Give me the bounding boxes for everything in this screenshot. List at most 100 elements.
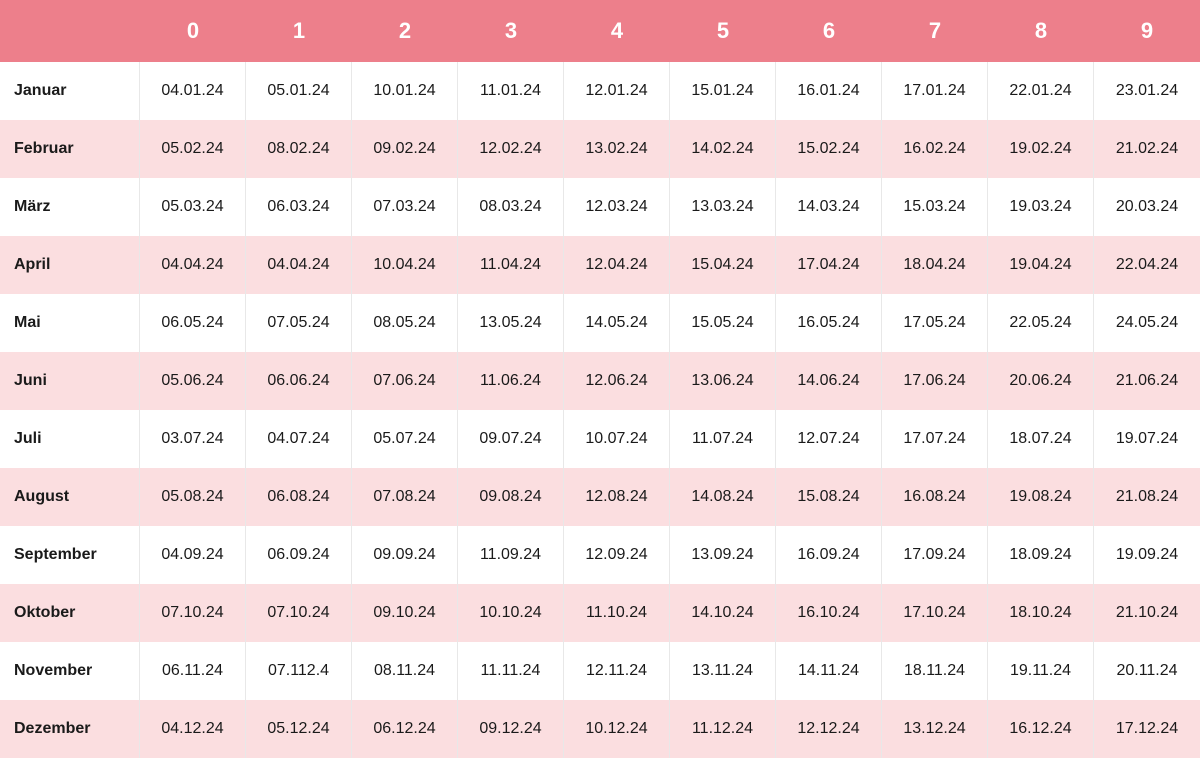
date-cell: 12.02.24	[458, 120, 564, 178]
month-cell: Mai	[0, 294, 140, 352]
date-cell: 09.08.24	[458, 468, 564, 526]
date-cell: 05.02.24	[140, 120, 246, 178]
month-cell: Juli	[0, 410, 140, 468]
date-cell: 17.05.24	[882, 294, 988, 352]
date-cell: 05.08.24	[140, 468, 246, 526]
date-cell: 17.07.24	[882, 410, 988, 468]
date-cell: 18.10.24	[988, 584, 1094, 642]
date-cell: 05.03.24	[140, 178, 246, 236]
date-cell: 06.11.24	[140, 642, 246, 700]
header-col-4: 4	[564, 0, 670, 62]
date-cell: 12.12.24	[776, 700, 882, 758]
date-cell: 07.10.24	[140, 584, 246, 642]
date-cell: 08.03.24	[458, 178, 564, 236]
header-col-6: 6	[776, 0, 882, 62]
date-cell: 12.09.24	[564, 526, 670, 584]
table-row: Januar04.01.2405.01.2410.01.2411.01.2412…	[0, 62, 1200, 120]
date-cell: 10.10.24	[458, 584, 564, 642]
date-cell: 13.12.24	[882, 700, 988, 758]
date-cell: 08.11.24	[352, 642, 458, 700]
month-cell: Oktober	[0, 584, 140, 642]
month-cell: November	[0, 642, 140, 700]
date-cell: 14.06.24	[776, 352, 882, 410]
date-cell: 12.03.24	[564, 178, 670, 236]
month-cell: Januar	[0, 62, 140, 120]
date-cell: 07.10.24	[246, 584, 352, 642]
date-cell: 15.08.24	[776, 468, 882, 526]
date-cell: 19.04.24	[988, 236, 1094, 294]
date-cell: 17.06.24	[882, 352, 988, 410]
table-row: Juli03.07.2404.07.2405.07.2409.07.2410.0…	[0, 410, 1200, 468]
table-row: September04.09.2406.09.2409.09.2411.09.2…	[0, 526, 1200, 584]
date-cell: 16.12.24	[988, 700, 1094, 758]
date-cell: 20.06.24	[988, 352, 1094, 410]
table-header: 0 1 2 3 4 5 6 7 8 9	[0, 0, 1200, 62]
date-cell: 05.06.24	[140, 352, 246, 410]
header-col-3: 3	[458, 0, 564, 62]
date-cell: 17.04.24	[776, 236, 882, 294]
date-cell: 05.12.24	[246, 700, 352, 758]
date-cell: 10.04.24	[352, 236, 458, 294]
date-cell: 16.05.24	[776, 294, 882, 352]
date-cell: 15.02.24	[776, 120, 882, 178]
month-cell: Februar	[0, 120, 140, 178]
date-cell: 16.08.24	[882, 468, 988, 526]
date-cell: 11.09.24	[458, 526, 564, 584]
date-cell: 16.02.24	[882, 120, 988, 178]
date-cell: 15.04.24	[670, 236, 776, 294]
month-cell: März	[0, 178, 140, 236]
date-cell: 04.09.24	[140, 526, 246, 584]
date-cell: 14.05.24	[564, 294, 670, 352]
table-row: Februar05.02.2408.02.2409.02.2412.02.241…	[0, 120, 1200, 178]
date-cell: 14.03.24	[776, 178, 882, 236]
date-cell: 14.02.24	[670, 120, 776, 178]
date-cell: 19.09.24	[1094, 526, 1200, 584]
date-cell: 10.07.24	[564, 410, 670, 468]
date-cell: 10.12.24	[564, 700, 670, 758]
header-col-8: 8	[988, 0, 1094, 62]
date-cell: 16.09.24	[776, 526, 882, 584]
header-col-1: 1	[246, 0, 352, 62]
date-cell: 19.07.24	[1094, 410, 1200, 468]
date-cell: 09.12.24	[458, 700, 564, 758]
date-cell: 13.05.24	[458, 294, 564, 352]
date-cell: 19.03.24	[988, 178, 1094, 236]
header-col-2: 2	[352, 0, 458, 62]
date-cell: 06.09.24	[246, 526, 352, 584]
date-cell: 04.01.24	[140, 62, 246, 120]
date-cell: 05.07.24	[352, 410, 458, 468]
table-row: April04.04.2404.04.2410.04.2411.04.2412.…	[0, 236, 1200, 294]
date-cell: 14.08.24	[670, 468, 776, 526]
date-cell: 18.11.24	[882, 642, 988, 700]
date-cell: 06.06.24	[246, 352, 352, 410]
date-cell: 15.01.24	[670, 62, 776, 120]
table-row: Mai06.05.2407.05.2408.05.2413.05.2414.05…	[0, 294, 1200, 352]
date-cell: 22.04.24	[1094, 236, 1200, 294]
date-cell: 20.03.24	[1094, 178, 1200, 236]
date-cell: 18.09.24	[988, 526, 1094, 584]
date-cell: 09.02.24	[352, 120, 458, 178]
date-cell: 18.04.24	[882, 236, 988, 294]
month-cell: Dezember	[0, 700, 140, 758]
table-row: März05.03.2406.03.2407.03.2408.03.2412.0…	[0, 178, 1200, 236]
date-cell: 06.12.24	[352, 700, 458, 758]
date-cell: 24.05.24	[1094, 294, 1200, 352]
date-cell: 21.10.24	[1094, 584, 1200, 642]
date-cell: 11.07.24	[670, 410, 776, 468]
date-cell: 07.112.4	[246, 642, 352, 700]
date-cell: 04.07.24	[246, 410, 352, 468]
date-cell: 11.10.24	[564, 584, 670, 642]
date-cell: 16.10.24	[776, 584, 882, 642]
date-cell: 21.08.24	[1094, 468, 1200, 526]
date-cell: 04.04.24	[246, 236, 352, 294]
date-cell: 04.04.24	[140, 236, 246, 294]
date-cell: 18.07.24	[988, 410, 1094, 468]
date-cell: 12.06.24	[564, 352, 670, 410]
table-row: Oktober07.10.2407.10.2409.10.2410.10.241…	[0, 584, 1200, 642]
date-cell: 12.04.24	[564, 236, 670, 294]
header-col-7: 7	[882, 0, 988, 62]
date-cell: 12.08.24	[564, 468, 670, 526]
date-cell: 17.10.24	[882, 584, 988, 642]
date-cell: 19.11.24	[988, 642, 1094, 700]
date-cell: 06.03.24	[246, 178, 352, 236]
